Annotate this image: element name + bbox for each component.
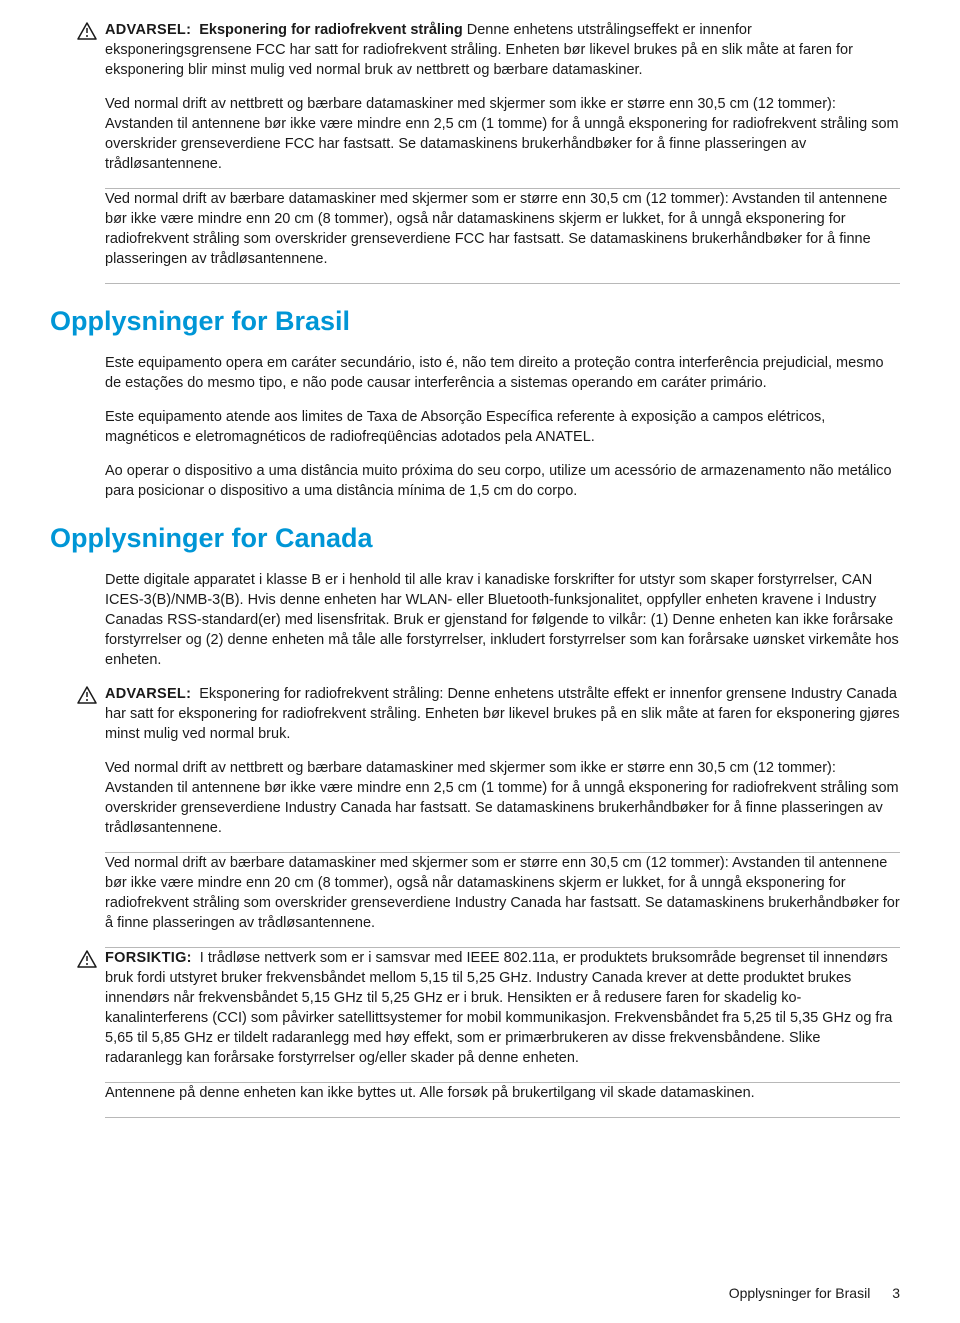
caution-icon [77,950,97,968]
brasil-paragraph-3: Ao operar o dispositivo a uma distância … [105,461,900,501]
caution-label: FORSIKTIG: [105,950,192,966]
paragraph-baerbare-canada: Ved normal drift av bærbare datamaskiner… [105,853,900,933]
brasil-paragraph-1: Este equipamento opera em caráter secund… [105,353,900,393]
paragraph-baerbare-fcc: Ved normal drift av bærbare datamaskiner… [105,189,900,269]
footer-section-label: Opplysninger for Brasil [729,1285,871,1301]
paragraph-nettbrett-canada: Ved normal drift av nettbrett og bærbare… [105,758,900,838]
page-number: 3 [892,1285,900,1301]
section-title-brasil: Opplysninger for Brasil [50,306,900,337]
page-footer: Opplysninger for Brasil 3 [729,1285,900,1301]
canada-paragraph-1: Dette digitale apparatet i klasse B er i… [105,570,900,670]
warning-block-fcc: ADVARSEL: Eksponering for radiofrekvent s… [105,20,900,80]
warning-label: ADVARSEL: [105,22,191,38]
brasil-paragraph-2: Este equipamento atende aos limites de T… [105,407,900,447]
warning-icon [77,22,97,40]
section-title-canada: Opplysninger for Canada [50,523,900,554]
warning-bold-text: Eksponering for radiofrekvent stråling [199,22,462,38]
caution-text: I trådløse nettverk som er i samsvar med… [105,950,892,1066]
paragraph-nettbrett-fcc: Ved normal drift av nettbrett og bærbare… [105,94,900,174]
warning-block-canada: ADVARSEL:Eksponering for radiofrekvent s… [105,684,900,744]
warning-text: Eksponering for radiofrekvent stråling: … [105,686,900,742]
divider [105,1117,900,1118]
warning-label: ADVARSEL: [105,686,191,702]
divider [105,283,900,284]
paragraph-antenna: Antennene på denne enheten kan ikke bytt… [105,1083,900,1103]
warning-icon [77,686,97,704]
caution-block-ieee: FORSIKTIG:I trådløse nettverk som er i s… [105,948,900,1068]
